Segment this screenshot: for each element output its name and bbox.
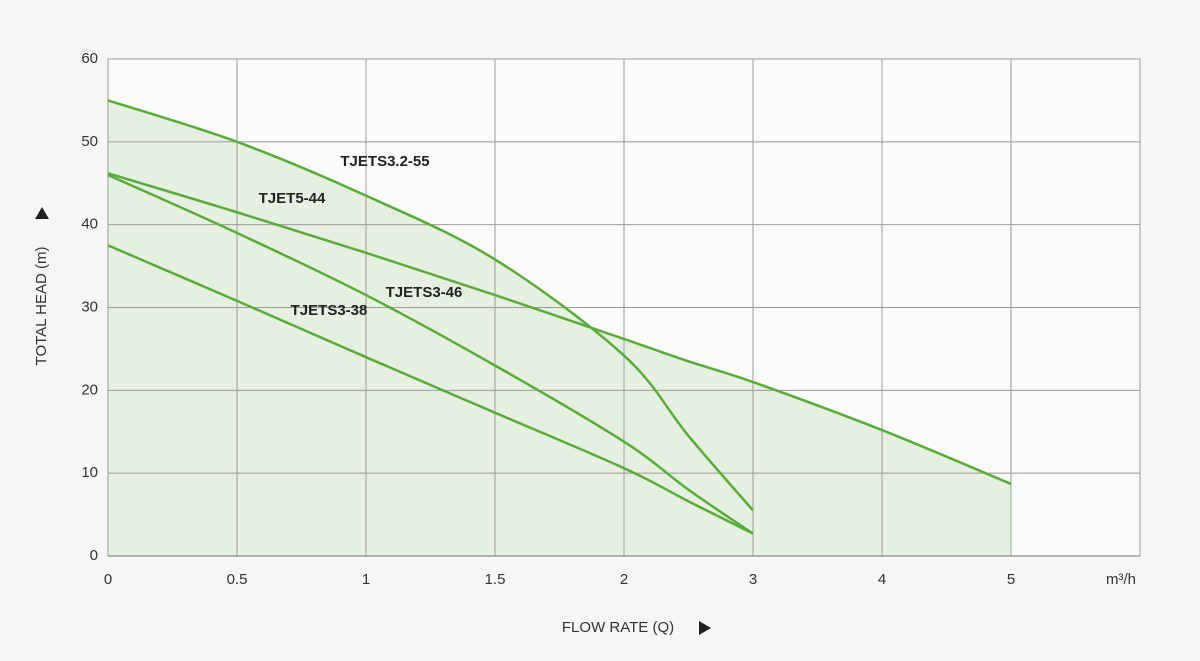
x-tick-label: 2 <box>620 571 628 588</box>
y-tick-label: 50 <box>81 133 98 150</box>
x-tick-label: 1 <box>362 571 370 588</box>
x-tick-label: 1.5 <box>485 571 506 588</box>
y-tick-label: 30 <box>81 298 98 315</box>
line <box>107 172 1012 486</box>
y-tick-label: 60 <box>81 50 98 67</box>
y-tick-label: 0 <box>90 547 98 564</box>
series-label: TJETS3-38 <box>291 302 368 319</box>
x-tick-label: 0.5 <box>227 571 248 588</box>
x-axis-label: FLOW RATE (Q) <box>562 619 674 636</box>
line <box>107 173 754 535</box>
y-tick-label: 40 <box>81 216 98 233</box>
x-tick-label: 5 <box>1007 571 1015 588</box>
line <box>107 244 754 535</box>
x-tick-label: 0 <box>104 571 112 588</box>
x-unit: m³/h <box>1106 571 1136 588</box>
lines <box>107 99 1012 535</box>
area <box>108 173 1011 556</box>
x-tick-label: 4 <box>878 571 886 588</box>
y-arrow <box>35 207 49 219</box>
series-label: TJETS3.2-55 <box>340 153 429 170</box>
area <box>108 245 753 556</box>
y-tick-label: 20 <box>81 381 98 398</box>
y-axis-label: TOTAL HEAD (m) <box>33 247 50 366</box>
line <box>107 99 754 512</box>
x-tick-label: 3 <box>749 571 757 588</box>
x-arrow <box>699 621 711 635</box>
series-label: TJET5-44 <box>259 190 326 207</box>
area <box>108 174 753 556</box>
series-label: TJETS3-46 <box>386 284 463 301</box>
y-tick-label: 10 <box>81 464 98 481</box>
